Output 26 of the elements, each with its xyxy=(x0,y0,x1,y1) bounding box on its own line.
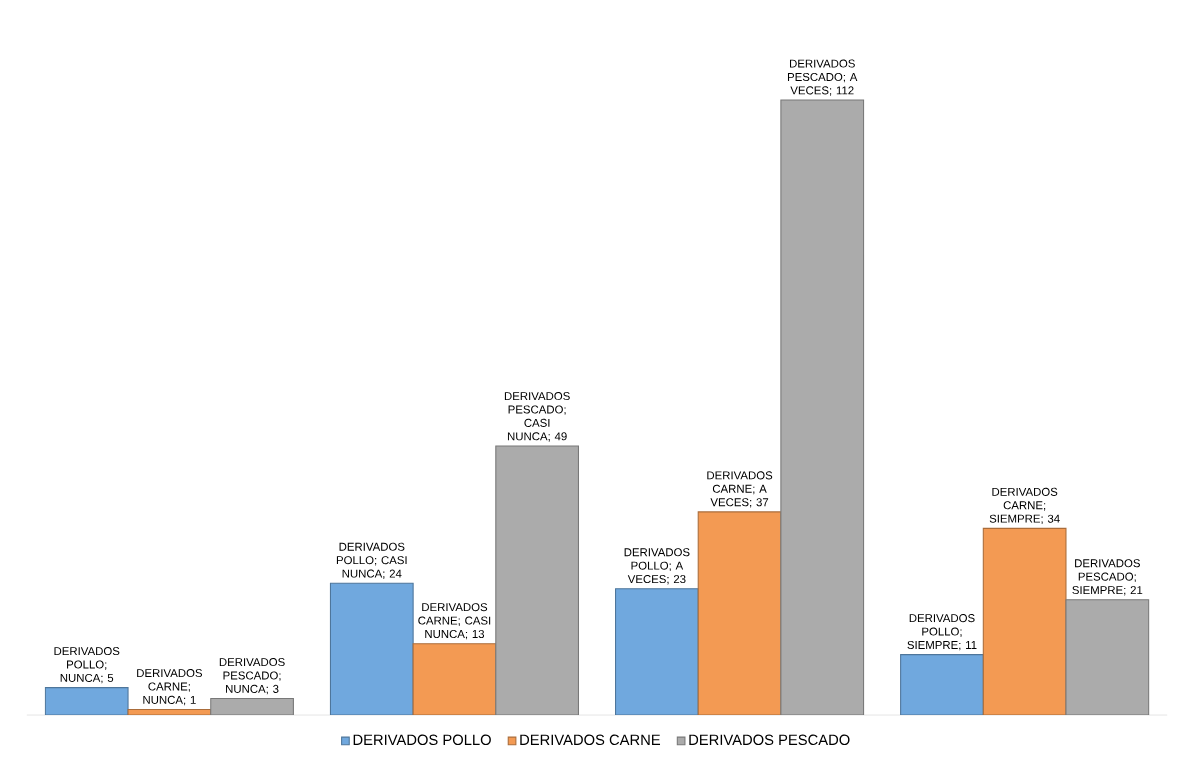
bar xyxy=(495,445,580,715)
data-label: DERIVADOS CARNE; SIEMPRE; 34 xyxy=(989,487,1060,524)
bar xyxy=(329,582,414,715)
data-label: DERIVADOS PESCADO; SIEMPRE; 21 xyxy=(1072,559,1143,596)
data-label: DERIVADOS POLLO; SIEMPRE; 11 xyxy=(907,613,977,651)
data-label: DERIVADOS CARNE; A VECES; 37 xyxy=(707,471,773,508)
bar xyxy=(44,686,129,715)
data-label: DERIVADOS POLLO; A VECES; 23 xyxy=(624,548,690,585)
legend-label: DERIVADOS PESCADO xyxy=(689,734,850,745)
bar xyxy=(412,642,497,715)
legend-label: DERIVADOS CARNE xyxy=(520,734,661,745)
bar xyxy=(900,653,984,715)
bar xyxy=(982,527,1067,715)
bar xyxy=(615,588,699,715)
data-label: DERIVADOS CARNE; CASI NUNCA; 13 xyxy=(418,602,491,640)
bar xyxy=(1065,599,1150,715)
bar xyxy=(697,511,782,715)
data-label: DERIVADOS PESCADO; A VECES; 112 xyxy=(787,59,858,96)
data-label: DERIVADOS CARNE; NUNCA; 1 xyxy=(137,668,203,706)
data-label: DERIVADOS POLLO; CASI NUNCA; 24 xyxy=(336,542,407,579)
data-label: DERIVADOS PESCADO; CASI NUNCA; 49 xyxy=(504,391,570,442)
data-label: DERIVADOS POLLO; NUNCA; 5 xyxy=(54,646,120,684)
data-label: DERIVADOS PESCADO; NUNCA; 3 xyxy=(219,657,285,695)
bar xyxy=(210,697,294,715)
bar xyxy=(780,99,865,715)
legend-label: DERIVADOS POLLO xyxy=(353,734,491,745)
